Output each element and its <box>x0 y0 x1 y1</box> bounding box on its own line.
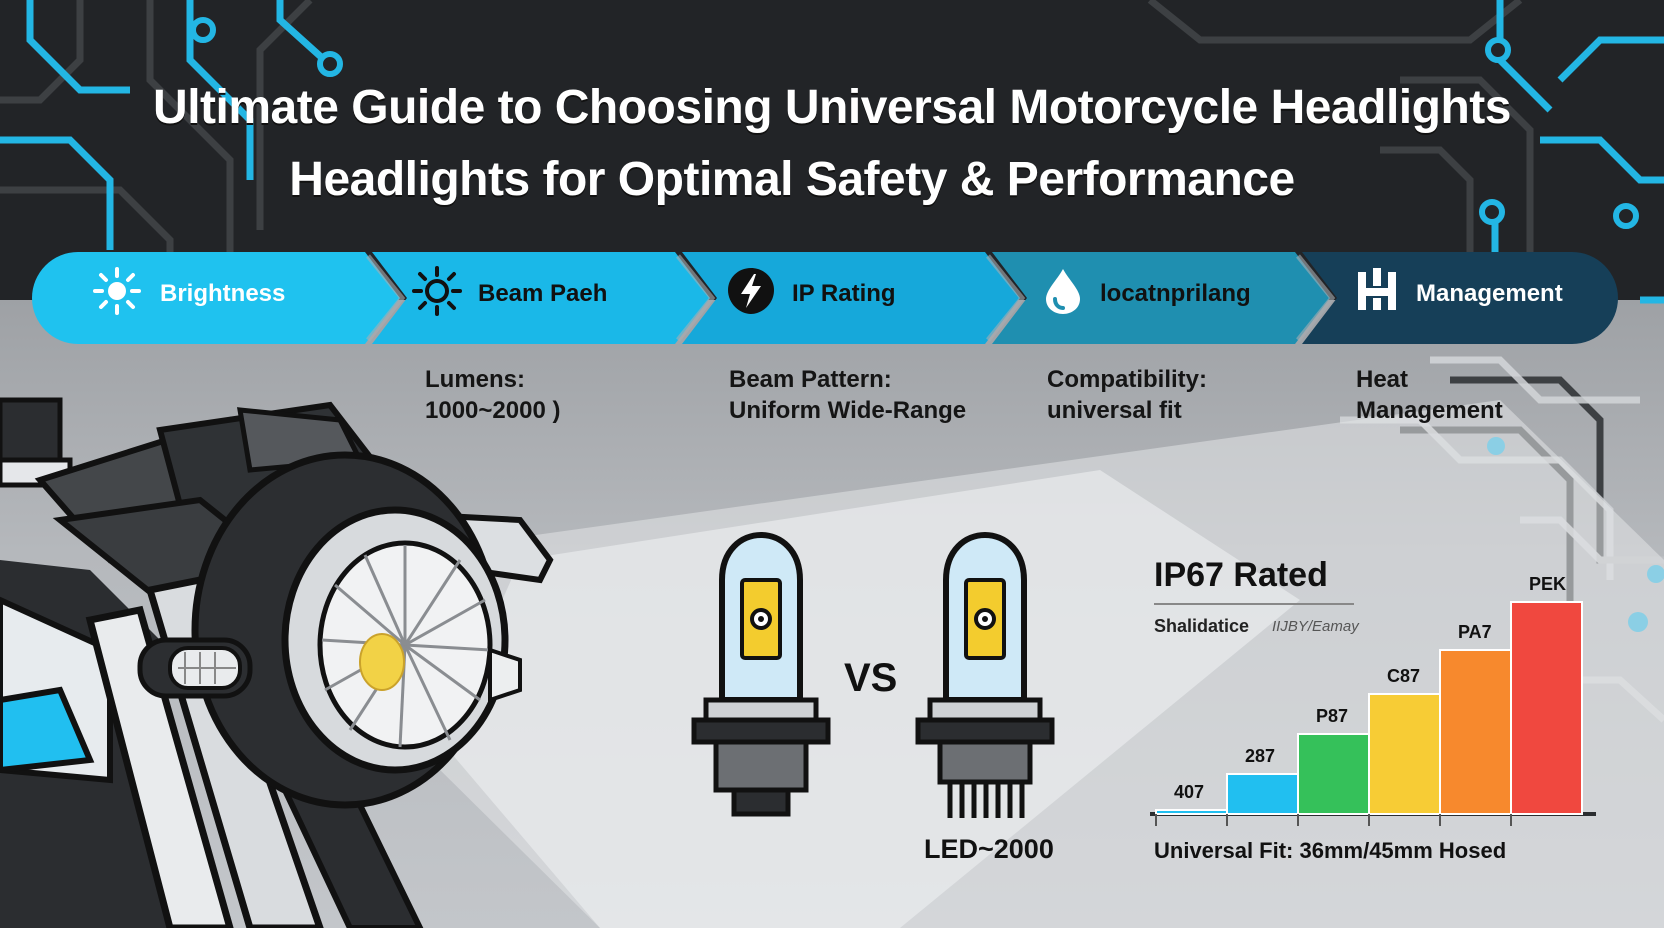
vs-label: VS <box>844 656 898 700</box>
spec-label: Heat <box>1356 366 1409 393</box>
led-bulb-right <box>915 532 1055 818</box>
title-line-2: Headlights for Optimal Safety & Performa… <box>289 153 1295 206</box>
ip-subtitle-note: IIJBY/Eamay <box>1272 618 1359 635</box>
sun-outline-icon <box>412 266 462 316</box>
universal-fit-label: Universal Fit: 36mm/45mm Hosed <box>1154 838 1507 863</box>
band-label-management: Management <box>1416 280 1563 307</box>
bar-407 <box>1155 809 1228 815</box>
bar-label: P87 <box>1316 706 1349 726</box>
spec-value: universal fit <box>1047 397 1182 424</box>
spec-beam-pattern: Beam Pattern: Uniform Wide-Range <box>729 364 966 426</box>
water-drop-icon <box>1046 269 1080 314</box>
spec-value: 1000~2000 ) <box>425 397 561 424</box>
heatsink-icon <box>1358 268 1396 310</box>
title-line-1: Ultimate Guide to Choosing Universal Mot… <box>153 81 1511 134</box>
led-label: LED~2000 <box>924 834 1054 864</box>
spec-value: Uniform Wide-Range <box>729 397 967 424</box>
sun-icon <box>93 267 141 315</box>
spec-label: Beam Pattern: <box>729 366 892 393</box>
spec-lumens: Lumens: 1000~2000 ) <box>425 364 560 426</box>
bar-PA7 <box>1439 649 1512 815</box>
bar-label: C87 <box>1387 666 1421 686</box>
bar-label: 407 <box>1174 782 1205 802</box>
bar-label: 287 <box>1245 746 1276 766</box>
spec-heat-management: Heat Management <box>1356 364 1503 426</box>
spec-label: Lumens: <box>425 366 526 393</box>
ip-subtitle: Shalidatice <box>1154 616 1250 636</box>
bar-287 <box>1226 773 1299 815</box>
spec-value: Management <box>1356 397 1503 424</box>
bar-label: PEK <box>1529 574 1567 594</box>
spec-compatibility: Compatibility: universal fit <box>1047 364 1207 426</box>
bar-C87 <box>1368 693 1441 815</box>
bar-P87 <box>1297 733 1370 815</box>
band-label-ip-rating: IP Rating <box>792 280 896 307</box>
spec-label: Compatibility: <box>1047 366 1207 393</box>
band-label-brightness: Brightness <box>160 280 286 307</box>
bar-label: PA7 <box>1458 622 1492 642</box>
lightning-bolt-icon <box>728 268 774 314</box>
bar-PEK <box>1510 601 1583 815</box>
band-label-compatibility: locatnprilang <box>1100 280 1251 307</box>
band-label-beam: Beam Paeh <box>478 280 608 307</box>
ip-rating-title: IP67 Rated <box>1154 556 1328 594</box>
led-bulb-left <box>691 532 831 817</box>
